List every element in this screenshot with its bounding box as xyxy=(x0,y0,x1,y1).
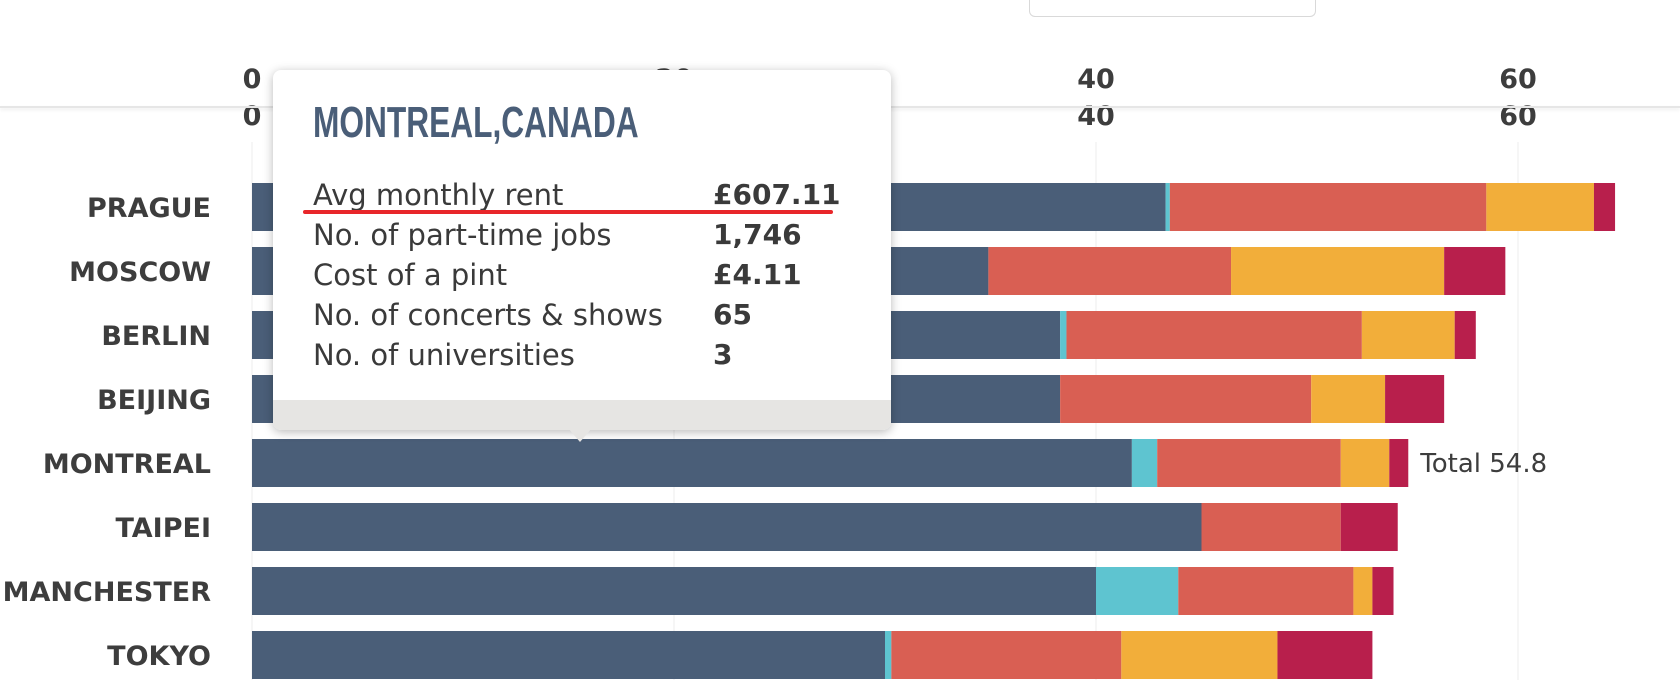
bar-segment[interactable] xyxy=(1165,183,1170,231)
category-label: BEIJING xyxy=(97,385,211,416)
tooltip-row-rent: Avg monthly rent £607.11 xyxy=(313,178,873,218)
x-tick-label: 0 xyxy=(243,101,262,132)
tooltip-footer xyxy=(273,400,891,430)
bar-segment[interactable] xyxy=(1121,631,1278,679)
tooltip-row-jobs: No. of part-time jobs 1,746 xyxy=(313,218,873,258)
bar-segment[interactable] xyxy=(1066,311,1362,359)
bar-segment[interactable] xyxy=(252,567,1096,615)
bar-segment[interactable] xyxy=(1201,503,1341,551)
tooltip-label: Cost of a pint xyxy=(313,258,508,292)
tooltip-label: No. of universities xyxy=(313,338,575,372)
bar-segment[interactable] xyxy=(1372,567,1394,615)
bar-segment[interactable] xyxy=(252,503,1202,551)
x-tick-label-top: 40 xyxy=(1077,64,1115,95)
category-label: TAIPEI xyxy=(115,513,211,544)
bar-segment[interactable] xyxy=(1060,375,1312,423)
bar-segment[interactable] xyxy=(1231,247,1445,295)
category-labels: PRAGUE MOSCOW BERLIN BEIJING MONTREAL TAIPEI M… xyxy=(3,193,212,672)
tooltip-label: No. of concerts & shows xyxy=(313,298,663,332)
bar-segment[interactable] xyxy=(1157,439,1341,487)
bar-segment[interactable] xyxy=(252,439,1132,487)
bar-segment[interactable] xyxy=(1444,247,1506,295)
bar-segment[interactable] xyxy=(1454,311,1476,359)
bar-segment[interactable] xyxy=(1340,439,1390,487)
x-tick-label-top: 0 xyxy=(243,64,262,95)
bar-segment[interactable] xyxy=(1361,311,1455,359)
tooltip-value: 65 xyxy=(713,298,752,331)
bar-segment[interactable] xyxy=(1096,567,1179,615)
category-label: PRAGUE xyxy=(87,193,211,224)
filter-dropdown[interactable] xyxy=(1029,0,1316,17)
bar-segment[interactable] xyxy=(1169,183,1487,231)
tooltip-label: No. of part-time jobs xyxy=(313,218,612,252)
category-label: MANCHESTER xyxy=(3,577,212,608)
highlight-underline xyxy=(303,210,833,214)
total-annotation: Total 54.8 xyxy=(1419,449,1547,479)
bar-segment[interactable] xyxy=(1353,567,1373,615)
tooltip-title: MONTREAL,CANADA xyxy=(313,98,639,147)
category-label: MOSCOW xyxy=(69,257,211,288)
bar-segment[interactable] xyxy=(891,631,1122,679)
category-label: BERLIN xyxy=(101,321,211,352)
tooltip-row-pint: Cost of a pint £4.11 xyxy=(313,258,873,298)
tooltip-value: £4.11 xyxy=(713,258,802,291)
tooltip-value: £607.11 xyxy=(713,178,841,211)
tooltip: MONTREAL,CANADA Avg monthly rent £607.11… xyxy=(273,70,891,430)
x-tick-label-top: 60 xyxy=(1499,64,1537,95)
bar-segment[interactable] xyxy=(988,247,1232,295)
bar-segment[interactable] xyxy=(1389,439,1409,487)
bar-segment[interactable] xyxy=(1178,567,1354,615)
bar-segment[interactable] xyxy=(1311,375,1386,423)
category-label: TOKYO xyxy=(107,641,211,672)
bar-segment[interactable] xyxy=(885,631,892,679)
bar-segment[interactable] xyxy=(1340,503,1398,551)
bar-segment[interactable] xyxy=(1277,631,1373,679)
bar-segment[interactable] xyxy=(1593,183,1616,231)
tooltip-label: Avg monthly rent xyxy=(313,178,564,212)
bar-segment[interactable] xyxy=(1486,183,1594,231)
tooltip-pointer xyxy=(568,428,592,442)
tooltip-row-concerts: No. of concerts & shows 65 xyxy=(313,298,873,338)
bar-segment[interactable] xyxy=(252,631,885,679)
tooltip-row-universities: No. of universities 3 xyxy=(313,338,873,378)
tooltip-value: 3 xyxy=(713,338,733,371)
category-label: MONTREAL xyxy=(43,449,211,480)
bar-segment[interactable] xyxy=(1060,311,1067,359)
bar-segment[interactable] xyxy=(1131,439,1158,487)
tooltip-value: 1,746 xyxy=(713,218,802,251)
bar-segment[interactable] xyxy=(1385,375,1445,423)
